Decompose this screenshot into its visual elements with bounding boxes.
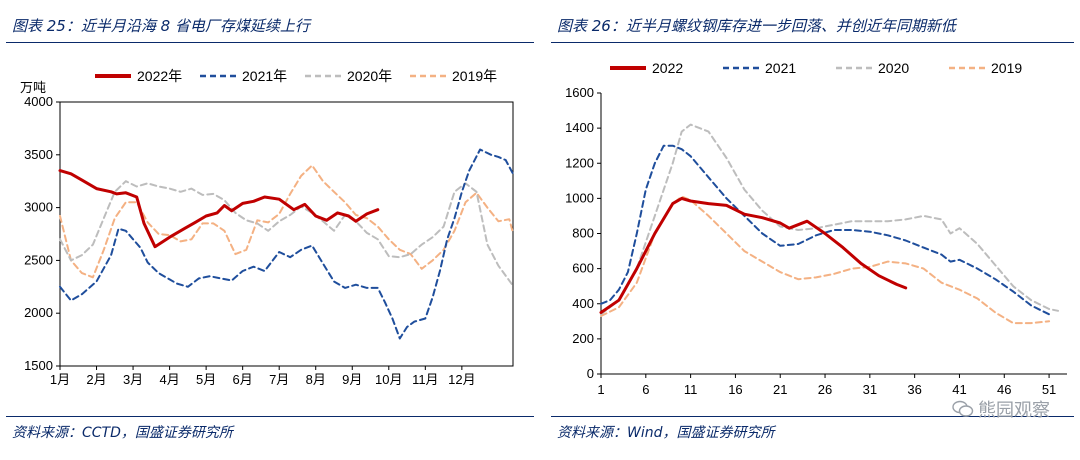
y-tick-label: 2500: [24, 252, 53, 267]
x-tick-label: 12月: [448, 372, 475, 387]
figure-25-title: 图表 25：近半月沿海 8 省电厂存煤延续上行: [12, 17, 310, 35]
source-rule: [6, 416, 534, 417]
title-rule: [551, 42, 1074, 43]
x-tick-label: 1月: [50, 372, 70, 387]
x-tick-label: 41: [952, 382, 966, 394]
y-tick-label: 3500: [24, 147, 53, 162]
y-tick-label: 1500: [24, 358, 53, 373]
x-tick-label: 11月: [412, 372, 439, 387]
legend-label-2019: 2019: [991, 60, 1022, 76]
series-line-2022: [58, 169, 380, 249]
x-tick-label: 1: [597, 382, 604, 394]
legend-label-2022: 2022年: [137, 68, 182, 84]
y-tick-label: 800: [572, 226, 594, 241]
watermark-text: 熊园观察: [978, 400, 1050, 421]
x-tick-label: 9月: [342, 372, 362, 387]
x-tick-label: 5月: [196, 372, 216, 387]
x-tick-label: 10月: [375, 372, 402, 387]
y-tick-label: 1200: [565, 155, 594, 170]
legend-label-2020: 2020年: [347, 68, 392, 84]
legend-label-2022: 2022: [652, 60, 683, 76]
series-line-2020: [59, 180, 514, 287]
x-tick-label: 36: [907, 382, 921, 394]
y-tick-label: 200: [572, 331, 594, 346]
coal-chart-panel: 图表 25：近半月沿海 8 省电厂存煤延续上行 1500 2000 2500 3000…: [6, 17, 534, 441]
x-tick-label: 31: [863, 382, 877, 394]
rebar-chart-panel: 图表 26：近半月螺纹钢库存进一步回落、并创近年同期新低 0 200 400 600 8…: [545, 0, 1080, 460]
y-axis-unit: 万吨: [20, 80, 46, 95]
series-line-2019: [59, 164, 514, 279]
wechat-icon: [952, 400, 974, 417]
series-line-2021: [600, 144, 1051, 316]
series-line-2020: [600, 123, 1059, 316]
watermark: 熊园观察: [952, 396, 1050, 422]
legend-label-2019: 2019年: [452, 68, 497, 84]
y-tick-label: 1400: [565, 120, 594, 135]
x-tick-label: 3月: [123, 372, 143, 387]
y-tick-label: 4000: [24, 94, 53, 109]
plot-frame: [59, 101, 514, 367]
y-tick-label: 0: [587, 366, 594, 381]
legend-label-2020: 2020: [878, 60, 909, 76]
series-line-2019: [600, 195, 1051, 325]
x-tick-label: 26: [818, 382, 832, 394]
series-line-2022: [599, 196, 908, 314]
x-tick-label: 6月: [233, 372, 253, 387]
title-rule: [6, 42, 534, 43]
x-tick-label: 6: [642, 382, 649, 394]
y-tick-label: 1000: [565, 190, 594, 205]
y-tick-label: 2000: [24, 305, 53, 320]
legend-label-2021: 2021: [765, 60, 796, 76]
x-tick-label: 51: [1042, 382, 1056, 394]
series-line-2021: [59, 148, 514, 340]
y-tick-label: 400: [572, 296, 594, 311]
y-tick-label: 1600: [565, 85, 594, 100]
y-tick-label: 600: [572, 261, 594, 276]
legend-label-2021: 2021年: [242, 68, 287, 84]
x-tick-label: 8月: [306, 372, 326, 387]
x-tick-label: 21: [773, 382, 787, 394]
source-rule: [551, 416, 1074, 417]
coal-inventory-chart: 1500 2000 2500 3000 3500 4000 1月 2月 3月 4月 5月 6月 7月 8月…: [20, 68, 514, 387]
x-tick-label: 4月: [159, 372, 179, 387]
figure-26-title: 图表 26：近半月螺纹钢库存进一步回落、并创近年同期新低: [557, 17, 956, 35]
figure-25-source: 资料来源：CCTD，国盛证券研究所: [12, 425, 233, 441]
x-tick-label: 7月: [269, 372, 289, 387]
x-tick-label: 46: [997, 382, 1011, 394]
figure-26-source: 资料来源：Wind，国盛证券研究所: [557, 425, 775, 441]
x-tick-label: 2月: [86, 372, 106, 387]
x-tick-label: 16: [728, 382, 742, 394]
y-tick-label: 3000: [24, 200, 53, 215]
x-tick-label: 11: [684, 382, 698, 394]
